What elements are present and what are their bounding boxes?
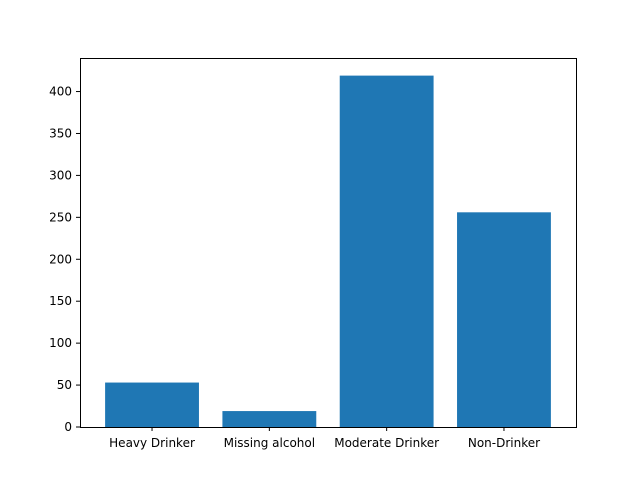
y-tick-label: 50 <box>57 378 72 392</box>
plot-frame <box>80 58 577 428</box>
bar-2 <box>339 75 434 428</box>
bar-1 <box>222 411 317 427</box>
y-tick-label: 300 <box>49 168 72 182</box>
y-tick-label: 400 <box>49 85 72 99</box>
x-axis: Heavy Drinker Missing alcohol Moderate Dri… <box>109 427 540 450</box>
bar-3 <box>457 212 551 427</box>
bar-0 <box>105 382 199 427</box>
x-tick-label: Missing alcohol <box>224 436 315 450</box>
y-tick-label: 200 <box>49 252 72 266</box>
y-tick-label: 250 <box>49 210 72 224</box>
x-tick-label: Moderate Drinker <box>334 436 439 450</box>
y-tick-label: 150 <box>49 294 72 308</box>
y-tick-label: 0 <box>64 420 72 434</box>
bars-group <box>105 75 551 428</box>
y-tick-label: 100 <box>49 336 72 350</box>
y-axis: 0 50 100 150 200 250 300 350 400 <box>49 85 80 434</box>
x-tick-label: Non-Drinker <box>468 436 540 450</box>
y-tick-label: 350 <box>49 126 72 140</box>
x-tick-label: Heavy Drinker <box>109 436 195 450</box>
